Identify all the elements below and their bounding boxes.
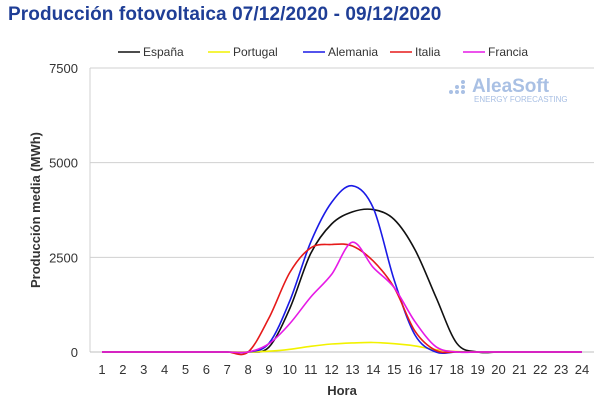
- x-tick-label: 5: [182, 362, 189, 377]
- x-tick-label: 19: [470, 362, 484, 377]
- logo-name: AleaSoft: [472, 76, 550, 97]
- x-tick-label: 17: [429, 362, 443, 377]
- series-line-francia: [101, 241, 582, 354]
- series-line-españa: [101, 208, 582, 354]
- x-tick-label: 20: [491, 362, 505, 377]
- x-tick-label: 4: [161, 362, 168, 377]
- x-tick-label: 23: [554, 362, 568, 377]
- series-line-alemania: [101, 184, 582, 355]
- x-tick-label: 1: [98, 362, 105, 377]
- x-tick-label: 24: [575, 362, 589, 377]
- x-tick-label: 21: [512, 362, 526, 377]
- legend-label: Alemania: [328, 45, 378, 59]
- x-tick-label: 15: [387, 362, 401, 377]
- x-tick-label: 16: [408, 362, 422, 377]
- x-tick-label: 11: [304, 362, 318, 377]
- series-lines: [101, 184, 582, 356]
- y-axis-label: Producción media (MWh): [28, 132, 43, 288]
- x-tick-label: 22: [533, 362, 547, 377]
- aleasoft-logo: AleaSoft ENERGY FORECASTING: [448, 76, 578, 106]
- y-tick-label: 7500: [49, 61, 78, 76]
- legend-label: España: [143, 45, 184, 59]
- x-tick-label: 10: [283, 362, 297, 377]
- x-tick-label: 9: [265, 362, 272, 377]
- x-axis-label: Hora: [327, 383, 357, 398]
- x-tick-label: 7: [224, 362, 231, 377]
- y-tick-labels: 0 2500 5000 7500: [49, 61, 78, 360]
- axes: [89, 68, 594, 353]
- x-tick-label: 12: [324, 362, 338, 377]
- x-tick-label: 2: [119, 362, 126, 377]
- y-tick-label: 0: [71, 345, 78, 360]
- legend-label: Portugal: [233, 45, 278, 59]
- legend-label: Italia: [415, 45, 441, 59]
- x-tick-label: 6: [203, 362, 210, 377]
- chart-title: Producción fotovoltaica 07/12/2020 - 09/…: [8, 4, 442, 25]
- x-tick-label: 13: [345, 362, 359, 377]
- series-line-italia: [101, 243, 582, 356]
- x-tick-label: 8: [244, 362, 251, 377]
- legend-label: Francia: [488, 45, 528, 59]
- grid-lines: [90, 67, 594, 258]
- series-line-portugal: [101, 341, 582, 353]
- x-tick-label: 18: [450, 362, 464, 377]
- x-tick-labels: 1 2 3 4 5 6 7 8 9 10 11 12 13 14 15 16 17 18 19 20 21 22 23 24: [98, 362, 589, 377]
- logo-tagline: ENERGY FORECASTING: [474, 95, 568, 104]
- x-tick-label: 3: [140, 362, 147, 377]
- logo-dots-icon: [449, 80, 465, 94]
- y-tick-label: 2500: [49, 250, 78, 265]
- y-tick-label: 5000: [49, 156, 78, 171]
- legend: España Portugal Alemania Italia Francia: [118, 45, 528, 59]
- x-tick-label: 14: [366, 362, 380, 377]
